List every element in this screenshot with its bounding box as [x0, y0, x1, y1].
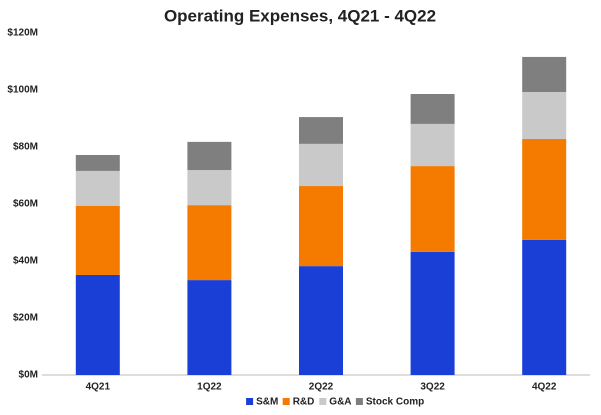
bar-segment	[522, 239, 567, 375]
bar-segment	[410, 93, 455, 124]
y-tick-label: $0M	[19, 370, 38, 381]
bar-segment	[75, 154, 120, 171]
y-tick-label: $60M	[13, 199, 38, 210]
bar-segment	[522, 91, 567, 140]
bar-segment	[299, 117, 343, 144]
legend-swatch	[282, 398, 290, 405]
bar-segment	[410, 123, 455, 167]
legend-label: G&A	[329, 397, 351, 408]
bar-segment	[410, 251, 455, 375]
bar-segment	[187, 170, 232, 206]
x-tick-label: 4Q21	[86, 382, 111, 393]
bar-segment	[410, 166, 455, 252]
y-tick-label: $120M	[7, 28, 38, 39]
legend-label: R&D	[293, 397, 315, 408]
bar-segment	[187, 280, 232, 375]
bar-segment	[187, 141, 232, 171]
bar-segment	[299, 143, 343, 187]
x-tick-label: 3Q22	[420, 382, 445, 393]
legend-swatch	[319, 398, 327, 405]
chart-title: Operating Expenses, 4Q21 - 4Q22	[164, 6, 436, 25]
x-tick-label: 1Q22	[197, 382, 222, 393]
bar-segment	[299, 186, 343, 267]
x-tick-label: 2Q22	[309, 382, 334, 393]
y-tick-label: $100M	[7, 85, 38, 96]
y-tick-label: $20M	[13, 313, 38, 324]
bar-segment	[522, 139, 567, 240]
bar-segment	[299, 266, 343, 375]
y-tick-label: $80M	[13, 142, 38, 153]
y-tick-label: $40M	[13, 256, 38, 267]
bar-segment	[75, 205, 120, 275]
legend-swatch	[246, 398, 254, 405]
bar-segment	[187, 205, 232, 281]
legend-swatch	[355, 398, 363, 405]
x-tick-label: 4Q22	[532, 382, 557, 393]
bar-segment	[522, 56, 567, 92]
bar-segment	[75, 170, 120, 206]
legend-label: Stock Comp	[366, 397, 424, 408]
bar-segment	[75, 274, 120, 375]
legend-label: S&M	[256, 397, 278, 408]
